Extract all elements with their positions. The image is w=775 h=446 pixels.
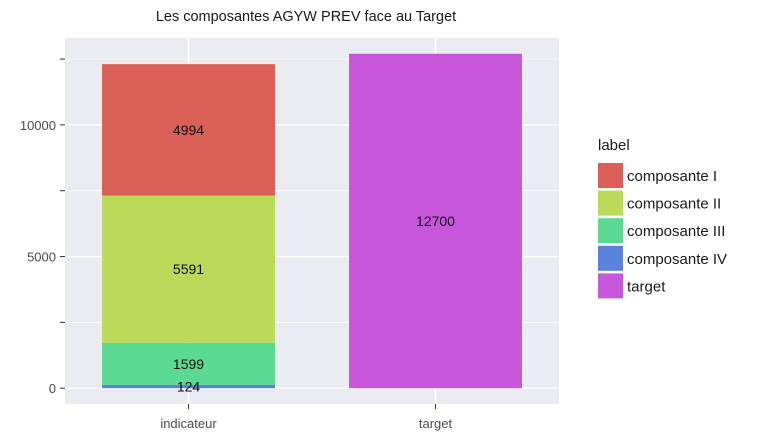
legend-swatch — [598, 163, 623, 188]
y-tick-label: 10000 — [20, 118, 56, 133]
bar-target-target — [349, 53, 522, 389]
axes: 0 5000 10000 indicateur target — [20, 58, 453, 431]
legend-label: composante IV — [627, 251, 727, 268]
legend-swatch — [598, 245, 623, 271]
x-tick-label: indicateur — [160, 416, 217, 431]
bar-value-labels: 124 1599 5591 4994 12700 — [173, 122, 455, 395]
legend-swatch — [598, 218, 623, 244]
bar-value-label: 12700 — [416, 213, 455, 229]
bar-indicateur-composante-IV — [102, 384, 275, 389]
bar-value-label: 1599 — [173, 356, 204, 372]
bar-value-label: 5591 — [173, 261, 204, 277]
x-tick-label: target — [419, 416, 453, 431]
bar-value-label: 124 — [177, 379, 201, 395]
y-tick-label: 5000 — [27, 250, 56, 265]
legend-swatch — [598, 190, 623, 216]
legend-label: composante II — [627, 196, 721, 213]
bar-indicateur-composante-II — [102, 195, 275, 343]
legend-label: composante III — [627, 223, 725, 240]
legend-label: composante I — [627, 168, 717, 185]
y-tick-label: 0 — [49, 381, 56, 396]
legend-swatch — [598, 273, 623, 299]
bar-indicateur-composante-I — [102, 64, 275, 196]
legend-title: label — [598, 137, 630, 154]
bars — [102, 53, 522, 389]
bar-indicateur-composante-III — [102, 342, 275, 385]
legend: label composante I composante II composant… — [598, 137, 727, 299]
bar-value-label: 4994 — [173, 122, 204, 138]
legend-label: target — [627, 278, 666, 295]
chart-title: Les composantes AGYW PREV face au Target — [156, 9, 456, 25]
